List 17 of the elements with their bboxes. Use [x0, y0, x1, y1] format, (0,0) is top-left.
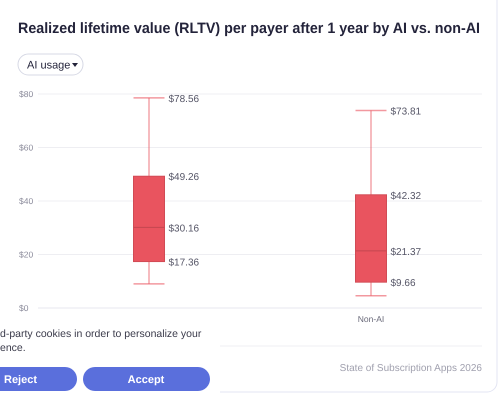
text: $42.32: [390, 190, 422, 202]
text: $73.81: [390, 106, 422, 118]
text: $9.66: [390, 278, 416, 290]
text: $21.37: [390, 246, 422, 258]
chart-title: Realized lifetime value (RLTV) per payer after 1 year by AI vs. non-AI: [18, 20, 500, 37]
y-tick-label: $20: [19, 250, 34, 260]
y-tick-label: $40: [19, 196, 34, 206]
y-tick-label: $0: [19, 303, 29, 313]
text: $49.26: [168, 172, 200, 184]
y-tick-label: $60: [19, 142, 34, 152]
text: $17.36: [168, 258, 200, 269]
y-tick-label: $80: [19, 89, 34, 99]
x-tick-label: Non-AI: [358, 314, 384, 324]
dropdown-button: AI usage: [18, 54, 84, 76]
text: State of Subscription Apps 2026: [340, 363, 482, 374]
text: $78.56: [168, 94, 200, 105]
text: $30.16: [168, 223, 200, 234]
